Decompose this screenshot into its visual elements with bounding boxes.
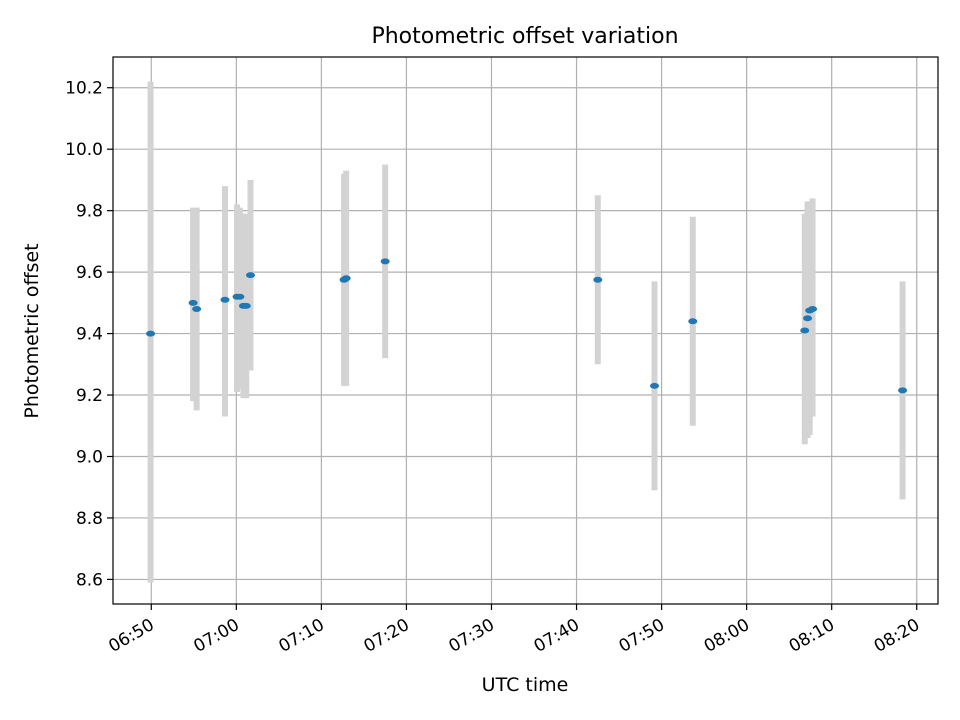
data-markers bbox=[146, 258, 908, 394]
y-tick-label: 10.0 bbox=[65, 140, 103, 160]
y-axis-label: Photometric offset bbox=[21, 243, 43, 418]
y-tick-label: 9.2 bbox=[76, 386, 103, 406]
data-point bbox=[688, 318, 698, 325]
y-axis-ticks: 8.6 8.8 9.0 9.2 9.4 9.6 9.8 10.0 10.2 bbox=[65, 79, 113, 590]
data-point bbox=[188, 299, 198, 306]
data-point bbox=[241, 302, 251, 309]
data-point bbox=[341, 275, 351, 282]
data-point bbox=[235, 293, 245, 300]
data-point bbox=[146, 330, 156, 337]
y-tick-label: 9.4 bbox=[76, 325, 103, 345]
plot-frame bbox=[112, 56, 939, 605]
data-point bbox=[808, 305, 818, 312]
data-point bbox=[380, 258, 390, 265]
data-point bbox=[593, 276, 603, 283]
y-tick-label: 8.6 bbox=[76, 570, 103, 590]
x-axis-label: UTC time bbox=[482, 674, 569, 696]
y-tick-label: 10.2 bbox=[65, 79, 103, 99]
data-point bbox=[898, 387, 908, 394]
data-point bbox=[803, 315, 813, 322]
y-tick-label: 9.8 bbox=[76, 202, 103, 222]
y-tick-label: 9.0 bbox=[76, 447, 103, 467]
grid-lines bbox=[113, 57, 938, 604]
y-tick-label: 8.8 bbox=[76, 509, 103, 529]
data-point bbox=[649, 382, 659, 389]
data-point bbox=[800, 327, 810, 334]
data-point bbox=[192, 305, 202, 312]
data-point bbox=[220, 296, 230, 303]
y-tick-label: 9.6 bbox=[76, 263, 103, 283]
data-point bbox=[246, 272, 255, 279]
chart-title: Photometric offset variation bbox=[371, 24, 678, 49]
